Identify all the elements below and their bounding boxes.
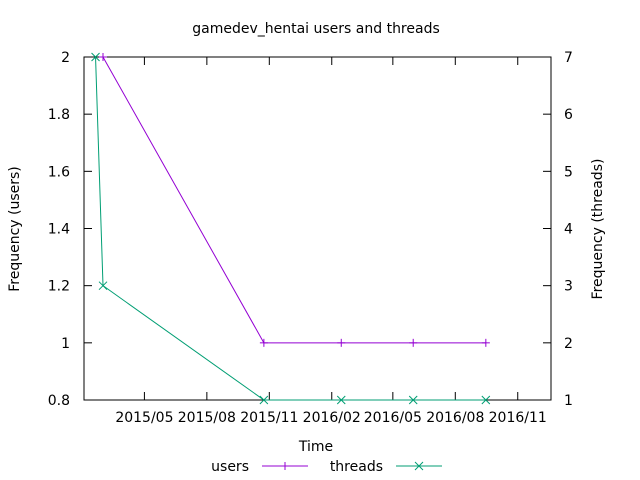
legend-label-threads: threads bbox=[330, 459, 383, 475]
left-tick-label: 1.6 bbox=[48, 164, 70, 180]
x-tick-label: 2016/05 bbox=[364, 410, 422, 426]
right-tick-label: 7 bbox=[564, 50, 573, 66]
data-point-users bbox=[337, 338, 346, 347]
series-line-threads bbox=[95, 56, 486, 401]
left-axis: 0.8 1 1.2 1.4 1.6 1.8 2 bbox=[48, 50, 92, 409]
plot-frame bbox=[83, 56, 552, 401]
x-tick-label: 2015/08 bbox=[178, 410, 236, 426]
right-tick-label: 1 bbox=[564, 393, 573, 409]
x-tick-label: 2016/02 bbox=[303, 410, 361, 426]
right-axis: 1 2 3 4 5 6 7 bbox=[543, 50, 573, 409]
x-axis: 2015/05 2015/08 2015/11 2016/02 2016/05 2016/… bbox=[115, 57, 547, 426]
legend-marker-users bbox=[281, 462, 289, 470]
left-tick-label: 2 bbox=[61, 50, 70, 66]
right-tick-label: 6 bbox=[564, 107, 573, 123]
legend: users threads bbox=[211, 459, 442, 475]
x-axis-label: Time bbox=[298, 439, 333, 455]
data-point-threads bbox=[91, 52, 100, 62]
series-line-users bbox=[102, 56, 486, 344]
right-tick-label: 4 bbox=[564, 222, 573, 238]
left-tick-label: 1 bbox=[61, 336, 70, 352]
left-tick-label: 1.8 bbox=[48, 107, 70, 123]
data-point-users bbox=[99, 53, 108, 61]
x-tick-label: 2015/11 bbox=[240, 410, 298, 426]
left-tick-label: 1.4 bbox=[48, 222, 70, 238]
chart-title: gamedev_hentai users and threads bbox=[192, 21, 440, 37]
data-point-threads bbox=[259, 395, 269, 405]
data-point-users bbox=[259, 338, 268, 347]
y-axis-right-label: Frequency (threads) bbox=[590, 159, 606, 300]
right-tick-label: 3 bbox=[564, 279, 573, 295]
series-layer bbox=[91, 52, 491, 405]
data-point-threads bbox=[481, 395, 491, 405]
data-point-threads bbox=[336, 395, 346, 405]
x-tick-label: 2015/05 bbox=[115, 410, 173, 426]
y-axis-left-label: Frequency (users) bbox=[7, 166, 23, 292]
right-tick-label: 2 bbox=[564, 336, 573, 352]
data-point-users bbox=[409, 338, 418, 347]
data-point-threads bbox=[408, 395, 418, 405]
x-tick-label: 2016/08 bbox=[426, 410, 484, 426]
left-tick-label: 0.8 bbox=[48, 393, 70, 409]
left-tick-label: 1.2 bbox=[48, 279, 70, 295]
data-point-users bbox=[481, 338, 490, 347]
x-tick-label: 2016/11 bbox=[489, 410, 547, 426]
right-tick-label: 5 bbox=[564, 164, 573, 180]
legend-label-users: users bbox=[211, 459, 249, 475]
data-point-threads bbox=[98, 281, 108, 291]
legend-marker-threads bbox=[414, 461, 424, 471]
